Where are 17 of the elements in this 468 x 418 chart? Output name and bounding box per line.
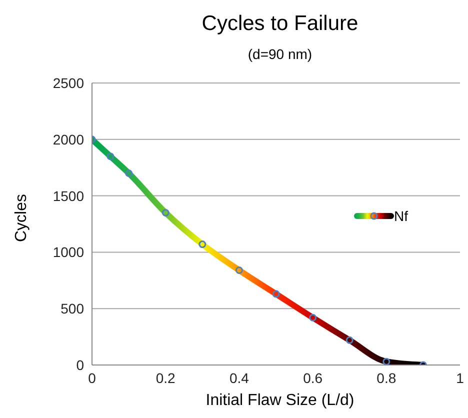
x-axis-title: Initial Flaw Size (L/d) xyxy=(204,392,356,410)
x-tick-label: 0.8 xyxy=(376,370,396,386)
y-tick-label: 1500 xyxy=(52,188,84,204)
chart-subtitle: (d=90 nm) xyxy=(246,46,314,62)
chart-title: Cycles to Failure xyxy=(200,12,360,36)
x-tick-label: 0.6 xyxy=(303,370,323,386)
x-tick-label: 0 xyxy=(88,370,96,386)
y-tick-label: 1000 xyxy=(52,244,84,260)
x-tick-label: 1 xyxy=(456,370,464,386)
legend-label: Nf xyxy=(394,208,408,224)
x-tick-label: 0.4 xyxy=(229,370,250,386)
y-tick-label: 0 xyxy=(76,356,84,373)
y-tick-label: 2500 xyxy=(52,74,84,91)
x-tick-label: 0.2 xyxy=(156,370,176,386)
y-tick-label: 2000 xyxy=(52,131,84,148)
y-axis-title: Cycles xyxy=(13,194,31,242)
y-tick-label: 500 xyxy=(60,300,84,317)
